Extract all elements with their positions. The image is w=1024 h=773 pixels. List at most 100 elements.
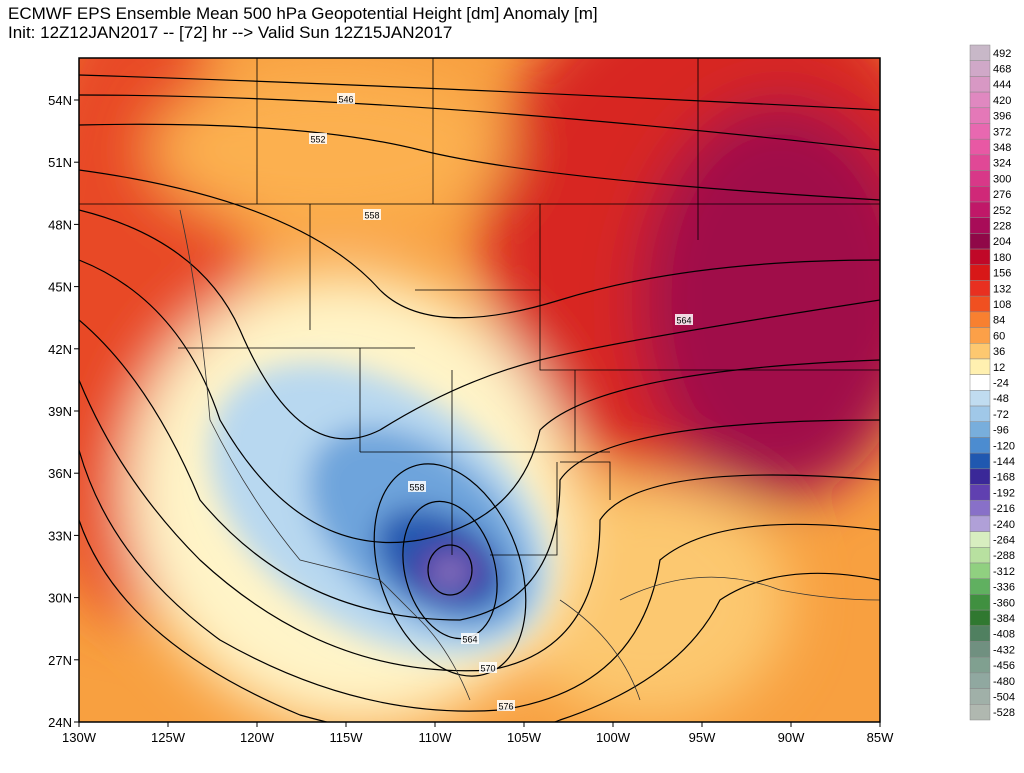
- colorbar-label: 324: [993, 158, 1011, 170]
- contour-label: 558: [364, 211, 379, 221]
- colorbar-label: -72: [993, 409, 1009, 421]
- colorbar-label: -432: [993, 644, 1015, 656]
- colorbar-swatch: [969, 468, 991, 485]
- lon-label: 90W: [778, 730, 805, 745]
- colorbar-label: -480: [993, 676, 1015, 688]
- colorbar-swatch: [969, 499, 991, 517]
- colorbar-swatch: [969, 107, 991, 124]
- colorbar-label: -120: [993, 440, 1015, 452]
- contour-label-bg: [363, 209, 381, 220]
- colorbar-label: -456: [993, 660, 1015, 672]
- colorbar-label: 300: [993, 173, 1011, 185]
- colorbar-swatch: [969, 358, 991, 375]
- lat-label: 54N: [48, 93, 72, 108]
- colorbar-label: -528: [993, 707, 1015, 719]
- colorbar-swatch: [969, 295, 991, 313]
- map-frame: [78, 57, 881, 723]
- lon-label: 100W: [596, 730, 631, 745]
- colorbar-swatch: [969, 421, 991, 438]
- colorbar-swatch: [969, 311, 991, 328]
- colorbar-label: 132: [993, 283, 1011, 295]
- map-field: [79, 58, 880, 722]
- subtitle: Init: 12Z12JAN2017 -- [72] hr --> Valid …: [8, 23, 452, 42]
- lat-label: 39N: [48, 404, 72, 419]
- contour-label: 570: [480, 664, 495, 674]
- colorbar-swatch: [969, 91, 991, 109]
- colorbar-label: -168: [993, 472, 1015, 484]
- colorbar-swatch: [969, 405, 991, 422]
- colorbar-swatch: [969, 154, 991, 171]
- colorbar-swatch: [969, 578, 991, 595]
- contour-label: 558: [409, 483, 424, 493]
- contours: [79, 74, 880, 722]
- colorbar-swatch: [969, 547, 991, 564]
- colorbar-label: -336: [993, 582, 1015, 594]
- colorbar-label: -288: [993, 550, 1015, 562]
- colorbar-label: 156: [993, 268, 1011, 280]
- lon-label: 120W: [240, 730, 275, 745]
- colorbar-swatch: [969, 374, 991, 391]
- colorbar-swatch: [969, 248, 991, 266]
- colorbar-swatch: [969, 452, 991, 470]
- colorbar-label: 204: [993, 236, 1011, 248]
- colorbar-swatch: [969, 609, 991, 627]
- colorbar-swatch: [969, 76, 991, 93]
- colorbar-swatch: [969, 343, 991, 360]
- colorbar-swatch: [969, 672, 991, 689]
- lon-label: 95W: [689, 730, 716, 745]
- colorbar-swatch: [969, 484, 991, 501]
- colorbar-swatch: [969, 625, 991, 642]
- colorbar-label: -312: [993, 566, 1015, 578]
- contour-label: 564: [462, 635, 477, 645]
- colorbar-label: 396: [993, 111, 1011, 123]
- colorbar-swatch: [969, 138, 991, 156]
- colorbar-swatch: [969, 688, 991, 705]
- colorbar-label: 372: [993, 126, 1011, 138]
- colorbar-label: 36: [993, 346, 1005, 358]
- lon-label: 110W: [419, 730, 453, 745]
- colorbar-swatch: [969, 594, 991, 611]
- colorbar-label: 420: [993, 95, 1011, 107]
- lat-label: 27N: [48, 653, 72, 668]
- lat-label: 45N: [48, 280, 72, 295]
- colorbar-swatch: [969, 641, 991, 658]
- colorbar-swatch: [969, 201, 991, 218]
- colorbar-swatch: [969, 704, 991, 721]
- colorbar-label: -408: [993, 629, 1015, 641]
- colorbar-label: -144: [993, 456, 1015, 468]
- colorbar-label: 444: [993, 79, 1011, 91]
- colorbar-label: -504: [993, 691, 1015, 703]
- colorbar-label: 84: [993, 315, 1005, 327]
- colorbar-swatch: [969, 390, 991, 407]
- colorbar-label: -360: [993, 597, 1015, 609]
- colorbar-swatch: [969, 186, 991, 203]
- contour-label-bg: [337, 93, 355, 104]
- contour-label-bg: [408, 481, 426, 492]
- contour-label-bg: [497, 700, 515, 711]
- colorbar-swatch: [969, 656, 991, 674]
- contour-label-bg: [479, 662, 497, 673]
- lon-label: 105W: [507, 730, 542, 745]
- contour-label: 552: [310, 135, 325, 145]
- colorbar-label: -192: [993, 487, 1015, 499]
- colorbar-label: 492: [993, 48, 1011, 60]
- lat-label: 36N: [48, 466, 72, 481]
- colorbar-label: -48: [993, 393, 1009, 405]
- colorbar-label: -216: [993, 503, 1015, 515]
- colorbar-swatch: [969, 437, 991, 454]
- colorbar-swatch: [969, 327, 991, 344]
- contour-label-bg: [309, 133, 327, 144]
- lat-label: 51N: [48, 155, 72, 170]
- colorbar-label: -264: [993, 534, 1015, 546]
- lon-label: 85W: [867, 730, 894, 745]
- contour-label: 564: [676, 316, 691, 326]
- colorbar-label: 228: [993, 221, 1011, 233]
- lat-label: 33N: [48, 528, 72, 543]
- colorbar-label: -384: [993, 613, 1015, 625]
- colorbar-swatch: [969, 217, 991, 234]
- colorbar-label: 12: [993, 362, 1005, 374]
- borders: [79, 58, 880, 701]
- colorbar-label: -24: [993, 378, 1009, 390]
- colorbar-swatch: [969, 60, 991, 77]
